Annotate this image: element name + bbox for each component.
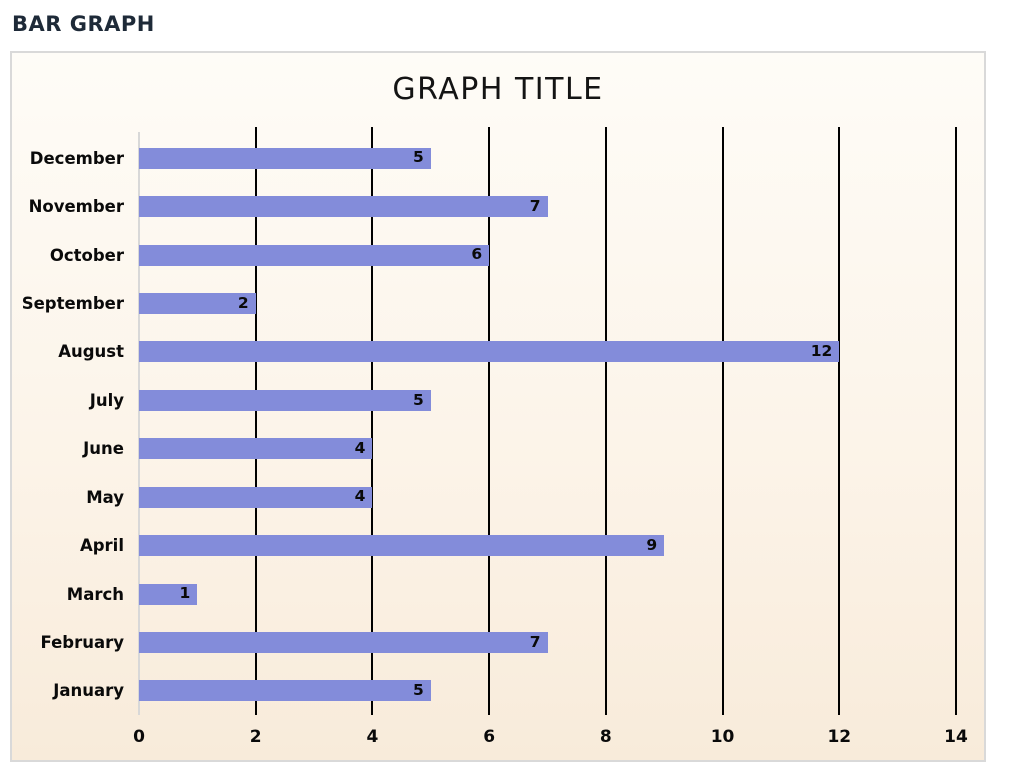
gridline-x-14 — [955, 127, 957, 715]
x-tick-label: 10 — [710, 727, 735, 747]
bar-value-label: 6 — [471, 245, 483, 264]
bar-value-label: 7 — [529, 632, 541, 651]
bar-track: 5 — [139, 147, 956, 169]
month-label: January — [53, 681, 124, 701]
month-label: December — [29, 148, 124, 168]
bar: 5 — [139, 147, 431, 169]
bar-track: 6 — [139, 244, 956, 266]
bar-row: October 6 — [12, 231, 956, 279]
bar-track: 9 — [139, 535, 956, 557]
bar-track: 1 — [139, 583, 956, 605]
gridline-x-6 — [488, 127, 491, 715]
chart-title: GRAPH TITLE — [392, 72, 604, 107]
bar-value-label: 5 — [412, 148, 424, 167]
x-tick-label: 6 — [483, 727, 496, 747]
month-label: August — [58, 342, 124, 362]
bar: 12 — [139, 341, 840, 363]
bar-row: June 4 — [12, 425, 956, 473]
month-label: November — [28, 197, 124, 217]
x-axis: 0 2 4 6 8 10 12 14 — [133, 727, 968, 749]
bar-row: September 2 — [12, 279, 956, 327]
bar-track: 4 — [139, 486, 956, 508]
bar: 7 — [139, 631, 548, 653]
bar: 9 — [139, 535, 665, 557]
gridline-x-4 — [371, 127, 374, 715]
gridline-x-12 — [838, 127, 841, 715]
month-label: May — [86, 487, 124, 507]
bar-row: July 5 — [12, 376, 956, 424]
chart-card: GRAPH TITLE December 5 November 7 October 6 Se… — [10, 51, 986, 762]
gridline-x-8 — [604, 127, 607, 715]
x-tick-label: 12 — [827, 727, 852, 747]
bar: 2 — [139, 292, 256, 314]
bar-track: 5 — [139, 680, 956, 702]
x-tick-label: 4 — [366, 727, 379, 747]
month-label: June — [83, 439, 124, 459]
x-tick-label: 8 — [599, 727, 612, 747]
bar-value-label: 2 — [237, 293, 249, 312]
gridline-x-10 — [721, 127, 724, 715]
bar-track: 12 — [139, 341, 956, 363]
page-title: BAR GRAPH — [12, 12, 155, 36]
y-axis-line — [138, 132, 140, 715]
bar-value-label: 4 — [354, 438, 366, 457]
bar-value-label: 1 — [179, 584, 191, 603]
bar-row: May 4 — [12, 473, 956, 521]
bar-value-label: 5 — [412, 390, 424, 409]
month-label: July — [89, 390, 124, 410]
bar-value-label: 4 — [354, 487, 366, 506]
bar-value-label: 9 — [646, 535, 658, 554]
x-tick-label: 0 — [133, 727, 145, 747]
bar-track: 7 — [139, 196, 956, 218]
bar-value-label: 7 — [529, 196, 541, 215]
plot-area — [138, 127, 957, 715]
bar: 6 — [139, 244, 490, 266]
bar: 1 — [139, 583, 198, 605]
bar-track: 7 — [139, 631, 956, 653]
bar-row: March 1 — [12, 570, 956, 618]
bar-row: January 5 — [12, 667, 956, 715]
bar: 5 — [139, 680, 431, 702]
month-label: March — [66, 584, 124, 604]
bar-value-label: 5 — [412, 681, 424, 700]
bar: 4 — [139, 438, 373, 460]
month-label: April — [79, 536, 124, 556]
bar-row: February 7 — [12, 618, 956, 666]
bar-row: April 9 — [12, 521, 956, 569]
month-label: February — [40, 632, 124, 652]
bar-track: 2 — [139, 292, 956, 314]
bar-track: 5 — [139, 389, 956, 411]
x-tick-label: 14 — [944, 727, 968, 747]
bar: 7 — [139, 196, 548, 218]
bar-rows: December 5 November 7 October 6 September 2 Augu… — [12, 134, 956, 715]
month-label: September — [21, 293, 124, 313]
gridline-x-2 — [254, 127, 257, 715]
bar-row: November 7 — [12, 182, 956, 230]
bar: 5 — [139, 389, 431, 411]
x-tick-label: 2 — [249, 727, 262, 747]
bar-value-label: 12 — [810, 342, 833, 361]
bar-row: August 12 — [12, 328, 956, 376]
bar-track: 4 — [139, 438, 956, 460]
bar: 4 — [139, 486, 373, 508]
month-label: October — [49, 245, 124, 265]
bar-row: December 5 — [12, 134, 956, 182]
